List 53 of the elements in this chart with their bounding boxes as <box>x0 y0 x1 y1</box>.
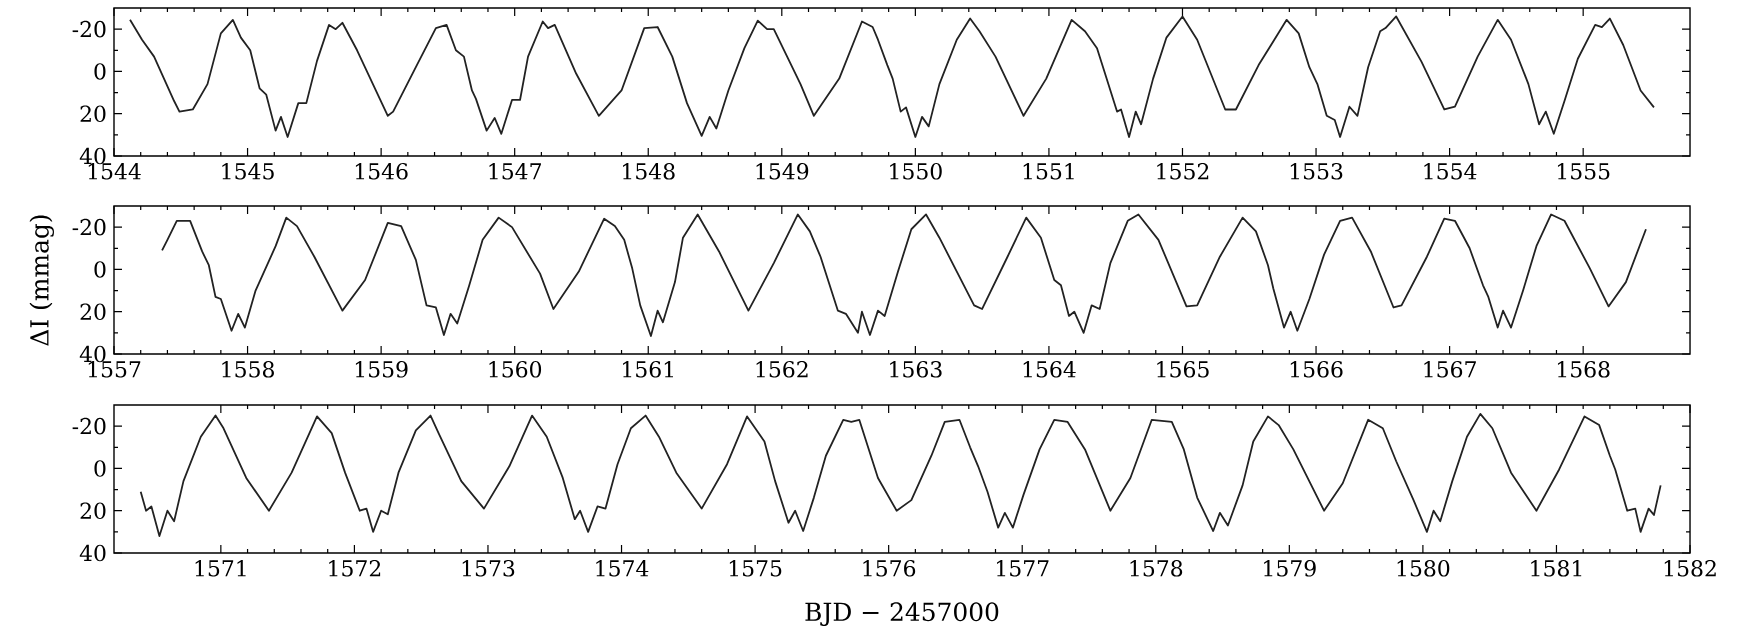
x-tick-label: 1581 <box>1531 560 1582 577</box>
x-tick-label: 1561 <box>623 361 673 378</box>
x-tick-label: 1562 <box>756 361 808 378</box>
x-tick-label: 1558 <box>222 361 274 378</box>
x-tick-label: 1565 <box>1157 361 1209 378</box>
x-tick-label: 1579 <box>1264 560 1316 577</box>
x-tick-label: 1571 <box>195 560 246 577</box>
y-tick-label: 20 <box>80 105 106 122</box>
x-tick-label: 1551 <box>1023 163 1074 180</box>
x-tick-label: 1554 <box>1424 163 1477 180</box>
x-tick-label: 1564 <box>1023 361 1076 378</box>
line-series <box>129 15 1655 138</box>
line-series <box>139 412 1662 537</box>
x-tick-label: 1582 <box>1664 560 1716 577</box>
y-tick-label: -20 <box>72 218 106 236</box>
x-tick-label: 1572 <box>329 560 381 577</box>
y-tick-label: 0 <box>94 261 106 278</box>
x-tick-label: 1580 <box>1397 560 1450 577</box>
x-tick-label: 1552 <box>1157 163 1209 180</box>
x-tick-label: 1568 <box>1557 361 1610 378</box>
line-series <box>161 213 1647 337</box>
x-tick-label: 1559 <box>355 361 408 378</box>
x-tick-label: 1560 <box>489 361 542 378</box>
x-tick-label: 1549 <box>756 163 809 180</box>
x-tick-label: 1553 <box>1290 163 1343 180</box>
y-tick-label: 20 <box>80 502 106 520</box>
y-tick-label: 40 <box>79 345 106 363</box>
x-tick-label: 1548 <box>623 163 675 180</box>
x-tick-label: 1550 <box>890 163 942 180</box>
x-tick-label: 1578 <box>1130 560 1183 577</box>
x-tick-label: 1563 <box>890 361 942 378</box>
x-tick-label: 1545 <box>222 163 274 180</box>
x-tick-label: 1557 <box>88 361 141 378</box>
x-axis-title: BJD − 2457000 <box>805 602 999 626</box>
y-tick-label: -20 <box>72 417 106 435</box>
x-tick-label: 1546 <box>355 163 408 180</box>
x-tick-label: 1544 <box>88 163 141 180</box>
y-tick-label: 0 <box>94 460 106 477</box>
x-tick-label: 1567 <box>1424 361 1476 378</box>
x-tick-label: 1575 <box>729 560 782 577</box>
x-tick-label: 1576 <box>863 560 916 577</box>
x-tick-label: 1577 <box>997 560 1049 577</box>
y-axis-title: ΔI (mmag) <box>29 215 54 346</box>
y-tick-label: 0 <box>94 63 106 80</box>
x-tick-label: 1574 <box>596 560 649 577</box>
x-tick-label: 1555 <box>1557 163 1610 180</box>
x-tick-label: 1573 <box>462 560 515 577</box>
y-tick-label: -20 <box>72 20 106 38</box>
y-tick-label: 40 <box>79 544 106 562</box>
x-tick-label: 1566 <box>1290 361 1343 378</box>
y-tick-label: 20 <box>80 303 106 320</box>
x-tick-label: 1547 <box>489 163 541 180</box>
y-tick-label: 40 <box>79 147 106 165</box>
